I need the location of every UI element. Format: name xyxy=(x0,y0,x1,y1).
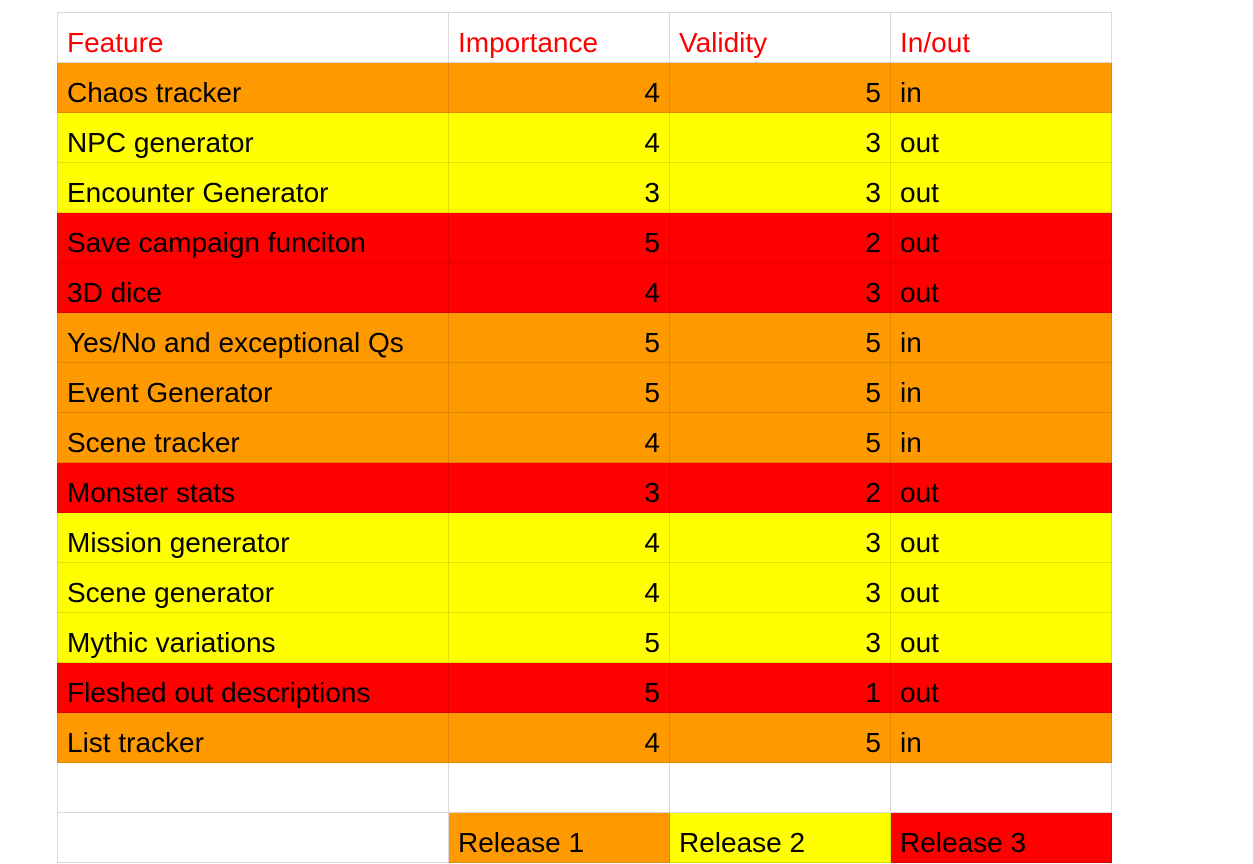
inout-cell[interactable]: in xyxy=(890,362,1112,413)
table-row: Scene generator 4 3 out xyxy=(57,562,1112,613)
feature-cell[interactable]: Chaos tracker xyxy=(57,62,449,113)
feature-cell[interactable]: NPC generator xyxy=(57,112,449,163)
inout-cell[interactable]: out xyxy=(890,662,1112,713)
inout-cell[interactable]: out xyxy=(890,562,1112,613)
table-body: Feature Importance Validity In/out Chaos… xyxy=(57,12,1112,863)
validity-cell[interactable]: 3 xyxy=(669,162,891,213)
header-cell-inout[interactable]: In/out xyxy=(890,12,1112,63)
table-row: Encounter Generator 3 3 out xyxy=(57,162,1112,213)
validity-cell[interactable]: 3 xyxy=(669,512,891,563)
inout-cell[interactable]: in xyxy=(890,712,1112,763)
feature-cell[interactable]: Yes/No and exceptional Qs xyxy=(57,312,449,363)
validity-cell[interactable]: 5 xyxy=(669,362,891,413)
importance-cell[interactable]: 4 xyxy=(448,62,670,113)
importance-cell[interactable]: 5 xyxy=(448,312,670,363)
header-cell-importance[interactable]: Importance xyxy=(448,12,670,63)
feature-cell[interactable]: Scene generator xyxy=(57,562,449,613)
feature-cell[interactable]: 3D dice xyxy=(57,262,449,313)
validity-cell[interactable]: 1 xyxy=(669,662,891,713)
inout-cell[interactable]: out xyxy=(890,262,1112,313)
importance-cell[interactable]: 3 xyxy=(448,462,670,513)
feature-table: Feature Importance Validity In/out Chaos… xyxy=(57,12,1112,863)
importance-cell[interactable]: 4 xyxy=(448,262,670,313)
validity-cell[interactable]: 3 xyxy=(669,562,891,613)
validity-cell[interactable]: 5 xyxy=(669,412,891,463)
feature-cell[interactable]: Encounter Generator xyxy=(57,162,449,213)
importance-cell[interactable]: 3 xyxy=(448,162,670,213)
legend-release-1[interactable]: Release 1 xyxy=(448,812,670,863)
feature-cell[interactable]: Scene tracker xyxy=(57,412,449,463)
inout-cell[interactable]: out xyxy=(890,162,1112,213)
header-cell-feature[interactable]: Feature xyxy=(57,12,449,63)
feature-cell[interactable]: Mythic variations xyxy=(57,612,449,663)
feature-cell[interactable]: Mission generator xyxy=(57,512,449,563)
empty-cell[interactable] xyxy=(890,762,1112,813)
table-row: Save campaign funciton 5 2 out xyxy=(57,212,1112,263)
table-row: Event Generator 5 5 in xyxy=(57,362,1112,413)
table-row: Monster stats 3 2 out xyxy=(57,462,1112,513)
importance-cell[interactable]: 5 xyxy=(448,612,670,663)
table-row: Fleshed out descriptions 5 1 out xyxy=(57,662,1112,713)
table-row: Chaos tracker 4 5 in xyxy=(57,62,1112,113)
table-row: Mythic variations 5 3 out xyxy=(57,612,1112,663)
inout-cell[interactable]: out xyxy=(890,612,1112,663)
inout-cell[interactable]: in xyxy=(890,62,1112,113)
validity-cell[interactable]: 5 xyxy=(669,712,891,763)
empty-cell[interactable] xyxy=(448,762,670,813)
importance-cell[interactable]: 4 xyxy=(448,112,670,163)
importance-cell[interactable]: 4 xyxy=(448,562,670,613)
header-cell-validity[interactable]: Validity xyxy=(669,12,891,63)
table-row: List tracker 4 5 in xyxy=(57,712,1112,763)
table-row: Mission generator 4 3 out xyxy=(57,512,1112,563)
table-row: 3D dice 4 3 out xyxy=(57,262,1112,313)
table-row: NPC generator 4 3 out xyxy=(57,112,1112,163)
legend-release-2[interactable]: Release 2 xyxy=(669,812,891,863)
validity-cell[interactable]: 2 xyxy=(669,212,891,263)
importance-cell[interactable]: 5 xyxy=(448,212,670,263)
table-row: Scene tracker 4 5 in xyxy=(57,412,1112,463)
validity-cell[interactable]: 3 xyxy=(669,612,891,663)
feature-cell[interactable]: Event Generator xyxy=(57,362,449,413)
validity-cell[interactable]: 2 xyxy=(669,462,891,513)
inout-cell[interactable]: in xyxy=(890,312,1112,363)
importance-cell[interactable]: 4 xyxy=(448,412,670,463)
feature-cell[interactable]: List tracker xyxy=(57,712,449,763)
importance-cell[interactable]: 5 xyxy=(448,662,670,713)
inout-cell[interactable]: out xyxy=(890,462,1112,513)
inout-cell[interactable]: out xyxy=(890,512,1112,563)
empty-cell[interactable] xyxy=(669,762,891,813)
importance-cell[interactable]: 4 xyxy=(448,712,670,763)
legend-release-3[interactable]: Release 3 xyxy=(890,812,1112,863)
feature-cell[interactable]: Save campaign funciton xyxy=(57,212,449,263)
validity-cell[interactable]: 5 xyxy=(669,62,891,113)
validity-cell[interactable]: 3 xyxy=(669,112,891,163)
empty-cell[interactable] xyxy=(57,812,449,863)
header-row: Feature Importance Validity In/out xyxy=(57,12,1112,63)
validity-cell[interactable]: 5 xyxy=(669,312,891,363)
inout-cell[interactable]: out xyxy=(890,212,1112,263)
feature-cell[interactable]: Fleshed out descriptions xyxy=(57,662,449,713)
importance-cell[interactable]: 4 xyxy=(448,512,670,563)
empty-cell[interactable] xyxy=(57,762,449,813)
importance-cell[interactable]: 5 xyxy=(448,362,670,413)
validity-cell[interactable]: 3 xyxy=(669,262,891,313)
table-row: Yes/No and exceptional Qs 5 5 in xyxy=(57,312,1112,363)
feature-cell[interactable]: Monster stats xyxy=(57,462,449,513)
empty-row xyxy=(57,762,1112,813)
inout-cell[interactable]: out xyxy=(890,112,1112,163)
inout-cell[interactable]: in xyxy=(890,412,1112,463)
legend-row: Release 1 Release 2 Release 3 xyxy=(57,812,1112,863)
